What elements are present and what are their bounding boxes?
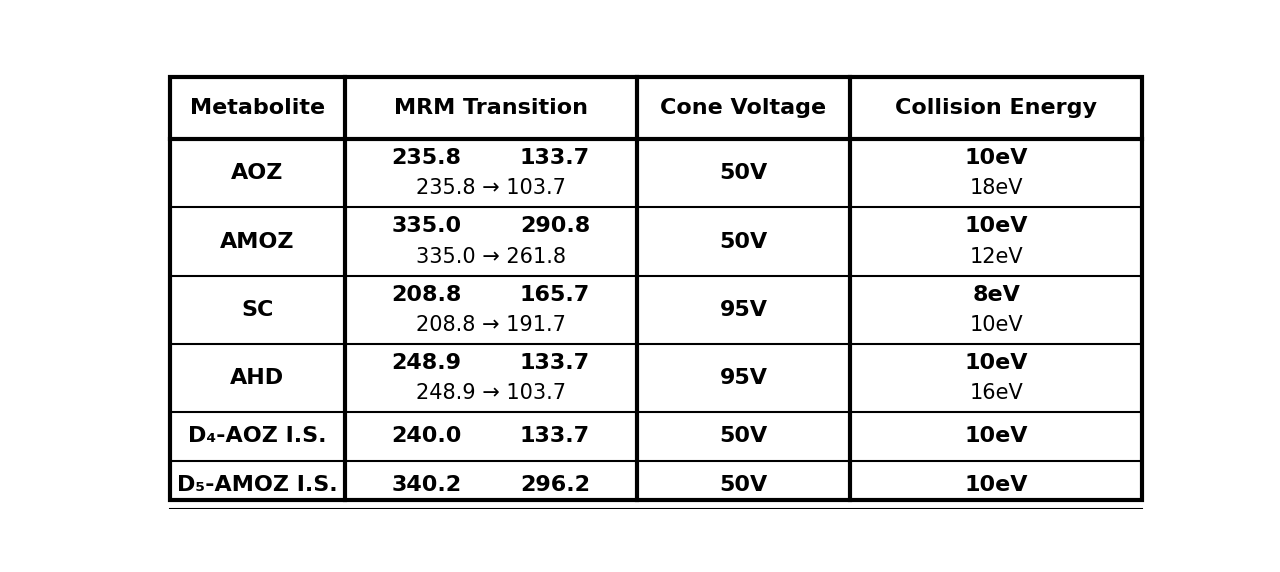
Text: 208.8 → 191.7: 208.8 → 191.7 [416, 315, 566, 335]
Text: 16eV: 16eV [969, 383, 1023, 403]
Text: 50V: 50V [719, 475, 768, 495]
Text: 235.8: 235.8 [392, 148, 462, 168]
Text: 50V: 50V [719, 163, 768, 183]
Text: 18eV: 18eV [969, 178, 1023, 198]
Text: 10eV: 10eV [965, 353, 1028, 373]
Text: AOZ: AOZ [232, 163, 284, 183]
Text: 50V: 50V [719, 232, 768, 252]
Text: 165.7: 165.7 [520, 285, 590, 305]
Text: Metabolite: Metabolite [189, 98, 325, 118]
Text: 133.7: 133.7 [520, 426, 590, 446]
Text: D₅-AMOZ I.S.: D₅-AMOZ I.S. [177, 475, 338, 495]
Text: 10eV: 10eV [969, 315, 1023, 335]
Text: 95V: 95V [719, 300, 768, 320]
Text: SC: SC [241, 300, 274, 320]
Text: 340.2: 340.2 [392, 475, 462, 495]
Text: 248.9 → 103.7: 248.9 → 103.7 [416, 383, 566, 403]
Text: 335.0 → 261.8: 335.0 → 261.8 [416, 247, 566, 267]
Text: 235.8 → 103.7: 235.8 → 103.7 [416, 178, 566, 198]
Text: AMOZ: AMOZ [220, 232, 294, 252]
Text: D₄-AOZ I.S.: D₄-AOZ I.S. [188, 426, 326, 446]
Text: 296.2: 296.2 [520, 475, 590, 495]
Text: AHD: AHD [230, 368, 284, 388]
Text: 208.8: 208.8 [392, 285, 462, 305]
Text: 240.0: 240.0 [392, 426, 462, 446]
Text: 10eV: 10eV [965, 426, 1028, 446]
Text: 290.8: 290.8 [520, 216, 590, 236]
Text: 50V: 50V [719, 426, 768, 446]
Text: 133.7: 133.7 [520, 148, 590, 168]
Text: 10eV: 10eV [965, 475, 1028, 495]
Text: MRM Transition: MRM Transition [394, 98, 588, 118]
Text: 335.0: 335.0 [392, 216, 462, 236]
Text: Cone Voltage: Cone Voltage [660, 98, 827, 118]
Text: 10eV: 10eV [965, 148, 1028, 168]
Text: 8eV: 8eV [973, 285, 1020, 305]
Text: 248.9: 248.9 [392, 353, 462, 373]
Text: 133.7: 133.7 [520, 353, 590, 373]
Text: Collision Energy: Collision Energy [895, 98, 1097, 118]
Text: 12eV: 12eV [969, 247, 1023, 267]
Text: 10eV: 10eV [965, 216, 1028, 236]
Text: 95V: 95V [719, 368, 768, 388]
